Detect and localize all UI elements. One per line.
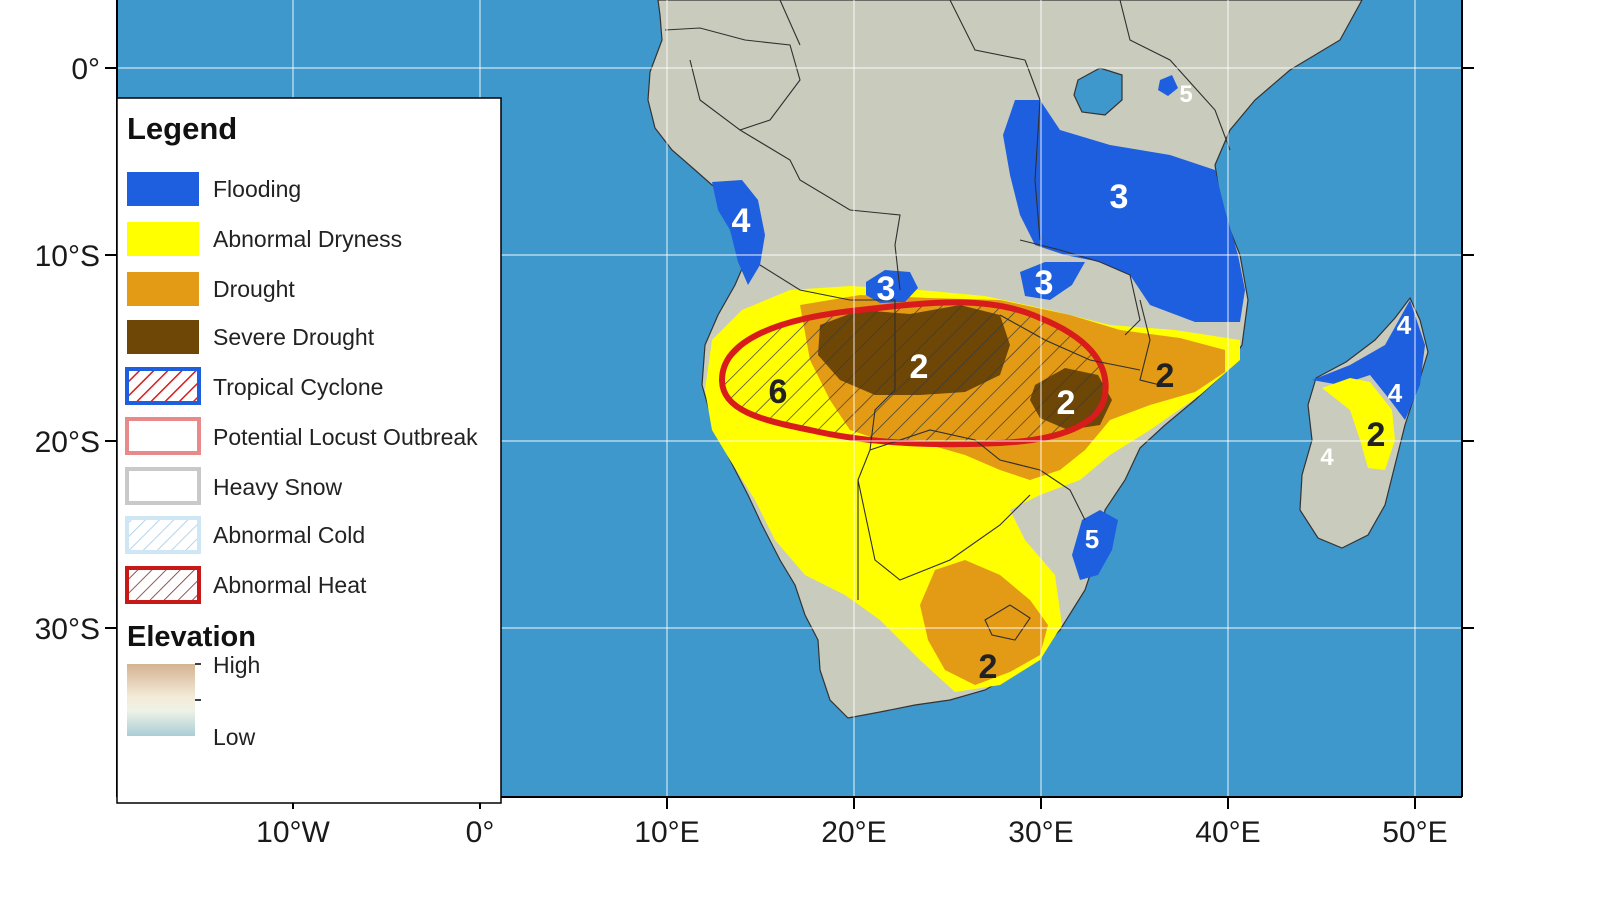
legend-swatch-dryness (127, 222, 199, 256)
legend-label-tropical-cyclone: Tropical Cyclone (213, 374, 383, 400)
flood-zone-malawi (1020, 262, 1085, 300)
zone-label-madagascar-ne: 4 (1397, 310, 1412, 340)
lon-label-30e: 30°E (1008, 816, 1073, 849)
lon-label-40e: 40°E (1195, 816, 1260, 849)
zone-label-east-flood: 3 (1110, 178, 1129, 216)
legend-label-drought: Drought (213, 276, 295, 302)
zone-label-southafrica: 2 (979, 648, 998, 686)
zone-label-angola: 4 (732, 202, 751, 240)
lat-label-0: 0° (71, 53, 100, 86)
flood-zone-madagascar (1312, 300, 1425, 420)
flood-zone-southeast (1072, 510, 1118, 580)
dryness-zone-madagascar (1322, 378, 1395, 470)
country-borders (664, 0, 1231, 641)
lon-label-10e: 10°E (634, 816, 699, 849)
elevation-high-label: High (213, 652, 260, 678)
legend-swatch-drought (127, 272, 199, 306)
zone-label-madagascar-w: 4 (1320, 444, 1334, 471)
legend-swatch-tropical-cyclone (125, 367, 201, 405)
flood-zone-east (1003, 100, 1245, 322)
zone-label-namibia: 6 (769, 373, 788, 411)
flood-zone-angola (712, 180, 765, 285)
flood-zone-zambia (866, 270, 918, 303)
legend-swatch-severe-drought (127, 320, 199, 354)
lat-label-20s: 20°S (35, 426, 100, 459)
lon-label-50e: 50°E (1382, 816, 1447, 849)
legend: Legend Flooding Abnormal Dryness Drought… (116, 97, 502, 804)
legend-swatch-abnormal-cold (125, 516, 201, 554)
elevation-title: Elevation (127, 621, 256, 653)
zone-label-mozambique: 2 (1156, 357, 1175, 395)
legend-swatch-flooding (127, 172, 199, 206)
legend-label-heavy-snow: Heavy Snow (213, 474, 343, 500)
legend-label-abnormal-cold: Abnormal Cold (213, 522, 365, 548)
lat-label-10s: 10°S (35, 240, 100, 273)
legend-label-locust: Potential Locust Outbreak (213, 424, 478, 450)
legend-label-flooding: Flooding (213, 176, 301, 202)
elevation-gradient (127, 664, 195, 736)
legend-label-dryness: Abnormal Dryness (213, 226, 402, 252)
zone-label-madagascar-e: 4 (1388, 378, 1403, 408)
lon-label-10w: 10°W (256, 816, 330, 849)
drought-zone-south (920, 560, 1048, 685)
flood-zone-kenya (1158, 75, 1178, 96)
legend-swatch-abnormal-heat (125, 566, 201, 604)
elevation-low-label: Low (213, 724, 256, 750)
zone-label-zambia: 3 (877, 270, 896, 308)
zone-label-zimbabwe: 2 (1057, 384, 1076, 422)
lon-label-20e: 20°E (821, 816, 886, 849)
legend-label-abnormal-heat: Abnormal Heat (213, 572, 367, 598)
zone-label-center: 2 (910, 348, 929, 386)
zone-label-kenya: 5 (1179, 81, 1192, 108)
zone-label-malawi: 3 (1035, 264, 1054, 302)
zone-label-madagascar: 2 (1367, 416, 1386, 454)
legend-swatch-heavy-snow (125, 467, 201, 505)
legend-label-severe-drought: Severe Drought (213, 324, 375, 350)
legend-swatch-locust (125, 417, 201, 455)
legend-title: Legend (127, 111, 237, 146)
lon-label-0: 0° (466, 816, 495, 849)
zone-label-southeast: 5 (1085, 524, 1099, 554)
lake-victoria (1073, 67, 1123, 116)
lat-label-30s: 30°S (35, 613, 100, 646)
